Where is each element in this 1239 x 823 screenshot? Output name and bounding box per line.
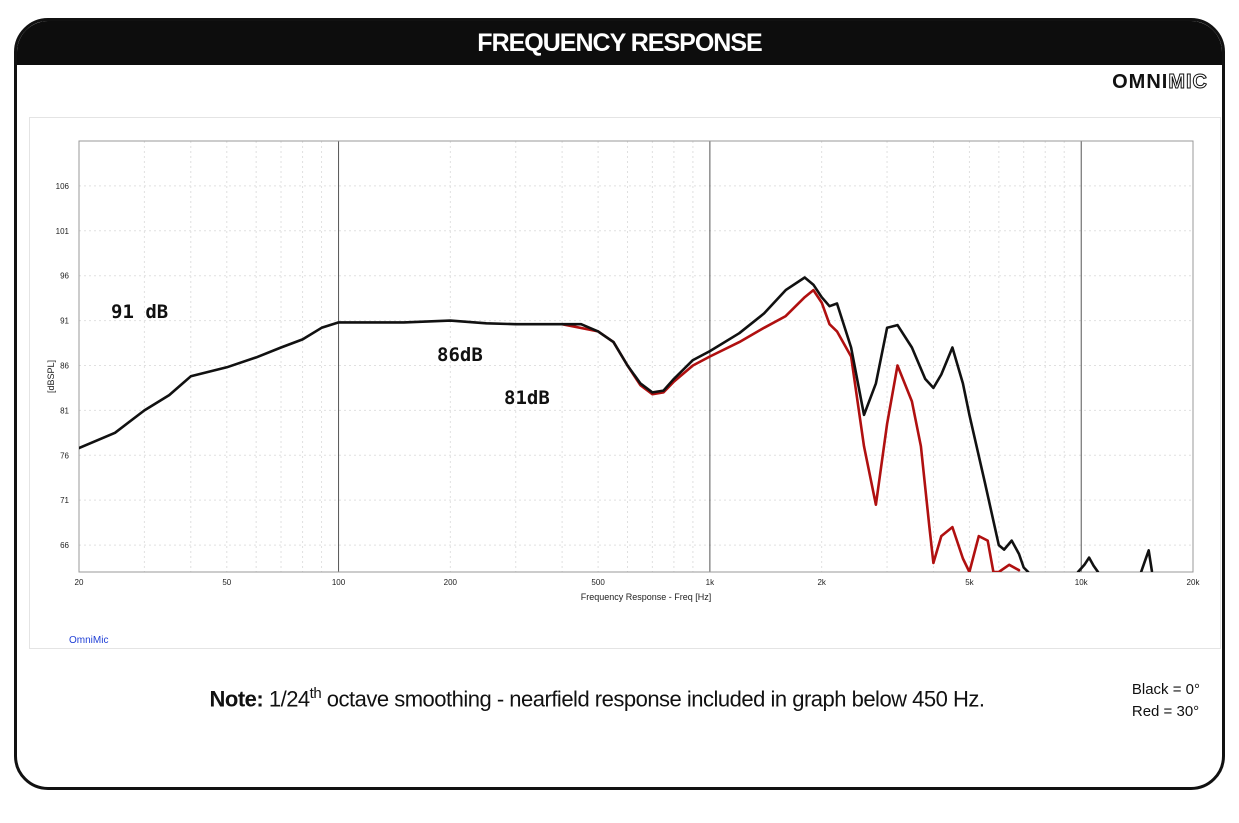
plot-area-border xyxy=(78,140,1194,573)
x-tick-label: 5k xyxy=(965,578,974,587)
x-tick-label: 20k xyxy=(1187,578,1201,587)
legend: Black = 0° Red = 30° xyxy=(1132,679,1200,723)
y-tick-label: 71 xyxy=(60,496,69,505)
annotation-label: 86dB xyxy=(437,344,483,366)
y-tick-label: 66 xyxy=(60,541,69,550)
annotation-label: 81dB xyxy=(504,387,550,409)
series-black-hf-spike xyxy=(1139,549,1154,572)
y-tick-label: 81 xyxy=(60,406,69,415)
y-tick-label: 106 xyxy=(56,182,70,191)
brand-logo: OMNIMIC xyxy=(1112,71,1208,94)
series-black-hf-spike xyxy=(1076,556,1100,572)
chart-title: FREQUENCY RESPONSE xyxy=(477,29,762,57)
y-tick-label: 96 xyxy=(60,272,69,281)
x-tick-label: 200 xyxy=(444,578,458,587)
x-tick-label: 50 xyxy=(222,578,231,587)
note-fraction: 1/24 xyxy=(268,686,310,712)
smoothing-note: Note: 1/24th octave smoothing - nearfiel… xyxy=(17,685,1177,712)
y-tick-label: 101 xyxy=(56,227,70,236)
x-tick-label: 2k xyxy=(817,578,826,587)
y-axis-label: [dBSPL] xyxy=(46,360,56,393)
series-black-0deg xyxy=(79,276,1030,572)
source-label: OmniMic xyxy=(69,635,109,646)
legend-black: Black = 0° xyxy=(1131,681,1200,698)
note-text: octave smoothing - nearfield response in… xyxy=(321,686,985,712)
title-banner: FREQUENCY RESPONSE xyxy=(17,21,1222,65)
annotation-label: 91 dB xyxy=(111,301,168,323)
x-tick-label: 100 xyxy=(332,578,346,587)
legend-red: Red = 30° xyxy=(1131,703,1200,720)
x-tick-label: 10k xyxy=(1075,578,1089,587)
x-axis-label: Frequency Response - Freq [Hz] xyxy=(581,592,712,602)
frequency-response-card: FREQUENCY RESPONSE OMNIMIC 66 71 76 81 86 91 9… xyxy=(14,18,1225,790)
x-tick-label: 20 xyxy=(75,578,84,587)
brand-light: MIC xyxy=(1168,71,1208,94)
y-tick-label: 86 xyxy=(60,361,69,370)
note-superscript: th xyxy=(309,685,322,702)
series-red-30deg xyxy=(560,288,1021,572)
x-tick-label: 500 xyxy=(591,578,605,587)
brand-strong: OMNI xyxy=(1112,71,1169,93)
x-tick-label: 1k xyxy=(706,578,715,587)
y-tick-label: 76 xyxy=(60,451,69,460)
note-label: Note: xyxy=(209,686,264,712)
y-tick-label: 91 xyxy=(60,317,69,326)
frequency-response-chart: 66 71 76 81 86 91 96 101 106 20 50 100 200 500 1k 2k 5k 1… xyxy=(46,140,1201,602)
